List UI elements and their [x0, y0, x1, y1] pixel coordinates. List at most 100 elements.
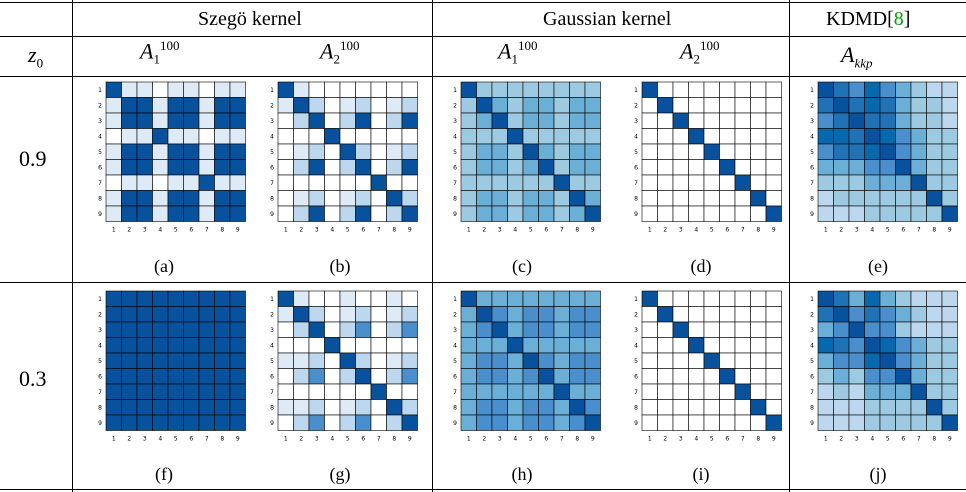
heatmap-i-cell-5-1	[641, 352, 658, 369]
heatmap-a-cell-6-9	[229, 159, 246, 176]
heatmap-b-cell-3-9	[401, 112, 418, 129]
heatmap-f-cell-5-4	[152, 352, 169, 369]
heatmap-c-cell-7-5	[522, 174, 539, 191]
heatmap-h-cell-1-5	[522, 290, 539, 307]
heatmap-d-cell-1-6	[719, 81, 736, 98]
heatmap-c-cell-7-1	[460, 174, 477, 191]
heatmap-f-cell-7-4	[152, 383, 169, 400]
heatmap-f-cell-1-1	[105, 290, 122, 307]
heatmap-b-cell-9-8	[386, 205, 403, 222]
heatmap-a-cell-4-2	[121, 128, 138, 145]
heatmap-e-col-tick: 6	[901, 227, 905, 234]
citation-link[interactable]: 8	[893, 8, 904, 30]
heatmap-a-cell-1-9	[229, 81, 246, 98]
heatmap-i-cell-9-6	[719, 414, 736, 431]
heatmap-h-row-tick: 2	[453, 311, 457, 318]
heatmap-d-cell-4-3	[672, 128, 689, 145]
heatmap-d-col-tick: 2	[663, 227, 667, 234]
heatmap-d-row-tick: 1	[634, 87, 638, 94]
heatmap-a-cell-5-2	[121, 143, 138, 160]
heatmap-j-cell-2-7	[910, 306, 927, 323]
heatmap-f-cell-6-1	[105, 368, 122, 385]
heatmap-j-row-tick: 5	[810, 358, 814, 365]
heatmap-a-cell-7-3	[136, 174, 153, 191]
heatmap-h-cell-8-3	[491, 399, 508, 416]
heatmap-b-cell-9-3	[308, 205, 325, 222]
heatmap-c-cell-4-4	[507, 128, 524, 145]
heatmap-d-cell-8-4	[688, 190, 705, 207]
heatmap-j-cell-1-8	[926, 290, 943, 307]
heatmap-e-cell-6-6	[895, 159, 912, 176]
heatmap-a-cell-9-7	[198, 205, 215, 222]
heatmap-g-cell-8-2	[293, 399, 310, 416]
heatmap-j-col-tick: 9	[948, 436, 952, 443]
heatmap-d-row-tick: 3	[634, 118, 638, 125]
heatmap-e-cell-9-9	[941, 205, 958, 222]
heatmap-i-cell-8-6	[719, 399, 736, 416]
heatmap-a-row-tick: 1	[98, 87, 102, 94]
heatmap-i-cell-2-3	[672, 306, 689, 323]
heatmap-h-cell-8-2	[476, 399, 493, 416]
heatmap-j-cell-8-6	[895, 399, 912, 416]
heatmap-g-cell-9-3	[308, 414, 325, 431]
heatmap-f-cell-2-8	[214, 306, 231, 323]
heatmap-i-cell-5-4	[688, 352, 705, 369]
heatmap-h-cell-6-1	[460, 368, 477, 385]
heatmap-j-cell-3-8	[926, 321, 943, 338]
heatmap-h-col-tick: 2	[482, 436, 486, 443]
heatmap-e-cell-9-2	[833, 205, 850, 222]
heatmap-g-cell-2-6	[355, 306, 372, 323]
heatmap-i-cell-4-3	[672, 337, 689, 354]
col-header-5: Akkp	[841, 42, 873, 71]
heatmap-e-cell-7-3	[848, 174, 865, 191]
heatmap-c-cell-5-3	[491, 143, 508, 160]
heatmap-j-cell-7-4	[864, 383, 881, 400]
heatmap-a-cell-5-5	[167, 143, 184, 160]
heatmap-a-cell-4-7	[198, 128, 215, 145]
heatmap-c-cell-1-8	[569, 81, 586, 98]
heatmap-i-cell-6-8	[750, 368, 767, 385]
heatmap-d-cell-1-1	[641, 81, 658, 98]
heatmap-j-cell-7-8	[926, 383, 943, 400]
heatmap-j-cell-2-8	[926, 306, 943, 323]
heatmap-b-cell-8-9	[401, 190, 418, 207]
heatmap-g-cell-7-1	[277, 383, 294, 400]
heatmap-f-row-tick: 3	[98, 327, 102, 334]
heatmap-b-cell-5-7	[370, 143, 387, 160]
heatmap-j-cell-4-9	[941, 337, 958, 354]
heatmap-a-cell-8-2	[121, 190, 138, 207]
heatmap-i-row-tick: 2	[634, 311, 638, 318]
heatmap-b-cell-3-1	[277, 112, 294, 129]
heatmap-h-cell-2-8	[569, 306, 586, 323]
heatmap-h-cell-2-4	[507, 306, 524, 323]
heatmap-d-cell-6-1	[641, 159, 658, 176]
heatmap-j-cell-5-4	[864, 352, 881, 369]
heatmap-c-cell-6-6	[538, 159, 555, 176]
heatmap-j-cell-6-4	[864, 368, 881, 385]
heatmap-g-cell-8-1	[277, 399, 294, 416]
heatmap-a-cell-1-5	[167, 81, 184, 98]
heatmap-c-cell-9-7	[553, 205, 570, 222]
heatmap-h-cell-5-7	[553, 352, 570, 369]
heatmap-e-row-tick: 3	[810, 118, 814, 125]
heatmap-e-cell-5-7	[910, 143, 927, 160]
heatmap-a-cell-1-2	[121, 81, 138, 98]
heatmap-h-row-tick: 4	[453, 342, 457, 349]
heatmap-h-cell-4-7	[553, 337, 570, 354]
heatmap-e-cell-9-7	[910, 205, 927, 222]
heatmap-i-cell-5-7	[734, 352, 751, 369]
heatmap-b-cell-8-2	[293, 190, 310, 207]
heatmap-d-cell-5-8	[750, 143, 767, 160]
heatmap-i-cell-2-6	[719, 306, 736, 323]
heatmap-h-col-tick: 8	[575, 436, 579, 443]
heatmap-c-cell-8-6	[538, 190, 555, 207]
heatmap-e-cell-9-8	[926, 205, 943, 222]
heatmap-g-cell-2-4	[324, 306, 341, 323]
heatmap-d-cell-1-4	[688, 81, 705, 98]
heatmap-a-cell-6-1	[105, 159, 122, 176]
heatmap-c-cell-9-6	[538, 205, 555, 222]
heatmap-g-cell-3-8	[386, 321, 403, 338]
heatmap-d-cell-9-1	[641, 205, 658, 222]
heatmap-a-cell-9-9	[229, 205, 246, 222]
heatmap-f-cell-1-9	[229, 290, 246, 307]
